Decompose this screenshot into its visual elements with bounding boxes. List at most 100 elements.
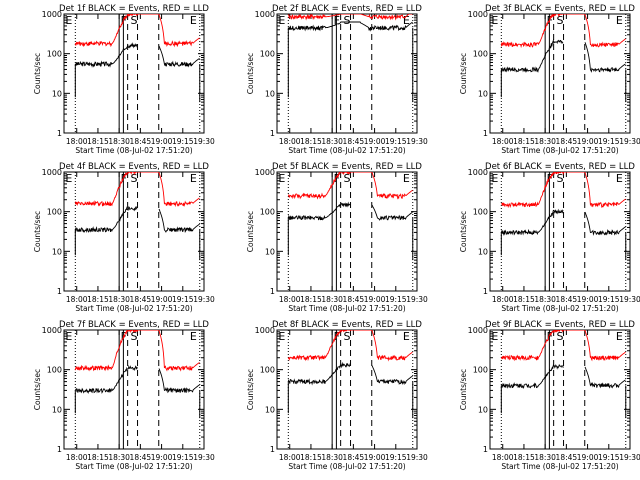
x-tick-label: 19:00 [151,137,173,146]
event-marker: E [190,14,197,27]
plot-frame [489,171,631,292]
panel-6: Det 6f BLACK = Events, RED = LLD 1 10 100 10… [459,162,640,313]
x-tick-label: 18:15 [87,137,109,146]
lld-series-line [74,14,200,48]
y-tick-label: 1 [483,445,488,454]
panel-title: Det 5f BLACK = Events, RED = LLD [272,162,422,172]
event-marker: E [491,330,498,343]
event-marker: S [343,172,350,185]
panel-title: Det 9f BLACK = Events, RED = LLD [485,320,635,330]
event-marker: F [334,14,340,27]
event-marker: E [491,172,498,185]
x-tick-label: 18:45 [556,453,578,462]
panel-8: Det 8f BLACK = Events, RED = LLD 1 10 100 10… [246,320,428,471]
x-tick-label: 18:00 [492,137,514,146]
x-tick-label: 19:15 [172,137,194,146]
x-tick-label: 19:30 [619,295,640,304]
event-marker: S [556,330,563,343]
x-axis-label: Start Time (08-Jul-02 17:51:20) [288,304,405,313]
x-tick-label: 18:00 [66,295,88,304]
x-tick-label: 18:45 [130,137,152,146]
event-marker: F [334,172,340,185]
events-series-line [74,206,200,233]
lld-series-line [500,14,626,49]
x-tick-label: 19:30 [619,453,640,462]
x-tick-label: 19:00 [577,295,599,304]
plot-frame [276,171,418,292]
event-marker: E [278,330,285,343]
panel-7: Det 7f BLACK = Events, RED = LLD 1 10 100 10… [33,320,215,471]
x-tick-label: 19:00 [364,453,386,462]
y-tick-label: 100 [260,366,275,375]
events-series-line [75,364,200,395]
x-tick-label: 18:00 [279,295,301,304]
y-tick-label: 1 [57,287,62,296]
panel-title: Det 1f BLACK = Events, RED = LLD [59,4,209,14]
x-tick-label: 18:30 [108,453,130,462]
x-tick-label: 18:45 [343,137,365,146]
x-tick-label: 18:00 [279,453,301,462]
x-tick-label: 19:00 [151,453,173,462]
lld-series-line [74,172,200,208]
x-tick-label: 18:15 [513,295,535,304]
y-axis-label: Counts/sec [33,369,42,410]
x-tick-label: 19:00 [364,295,386,304]
x-tick-label: 18:15 [87,453,109,462]
x-tick-label: 19:00 [577,137,599,146]
y-axis-label: Counts/sec [459,369,468,410]
event-marker: E [65,330,72,343]
x-tick-label: 19:15 [385,295,407,304]
panel-title: Det 4f BLACK = Events, RED = LLD [59,162,209,172]
events-series-line [74,42,200,68]
x-tick-label: 18:45 [343,295,365,304]
panel-title: Det 8f BLACK = Events, RED = LLD [272,320,422,330]
y-tick-label: 1 [270,129,275,138]
y-axis-label: Counts/sec [246,53,255,94]
x-axis-label: Start Time (08-Jul-02 17:51:20) [75,462,192,471]
event-marker: S [343,14,350,27]
x-tick-label: 18:00 [279,137,301,146]
event-marker: F [547,330,553,343]
x-tick-label: 19:30 [406,453,428,462]
x-axis-label: Start Time (08-Jul-02 17:51:20) [288,146,405,155]
x-tick-label: 19:15 [385,453,407,462]
x-tick-label: 18:30 [534,295,556,304]
x-tick-label: 18:15 [300,453,322,462]
y-tick-label: 10 [478,405,488,414]
event-marker: S [556,172,563,185]
y-tick-label: 1000 [255,326,275,335]
event-marker: S [130,172,137,185]
y-tick-label: 1 [270,445,275,454]
events-series-line [287,361,413,386]
x-tick-label: 18:30 [321,137,343,146]
event-marker: E [616,172,623,185]
events-series-line [287,201,413,221]
y-tick-label: 100 [47,50,62,59]
x-tick-label: 18:15 [87,295,109,304]
y-tick-label: 1 [483,287,488,296]
lld-series-line [500,330,626,362]
event-marker: E [403,330,410,343]
lld-series-line [287,14,413,21]
lld-series-line [287,330,413,362]
event-marker: S [343,330,350,343]
x-tick-label: 19:15 [598,453,620,462]
x-tick-label: 18:30 [321,295,343,304]
panel-1: Det 1f BLACK = Events, RED = LLD 1 10 100 10… [33,4,215,155]
y-tick-label: 100 [260,50,275,59]
y-axis-label: Counts/sec [246,211,255,252]
x-tick-label: 18:15 [300,137,322,146]
x-tick-label: 18:30 [534,453,556,462]
x-tick-label: 18:15 [300,295,322,304]
y-tick-label: 10 [478,247,488,256]
x-axis-label: Start Time (08-Jul-02 17:51:20) [75,146,192,155]
y-tick-label: 1000 [468,326,488,335]
x-tick-label: 19:30 [406,295,428,304]
x-tick-label: 19:15 [598,295,620,304]
events-series-line [500,363,626,390]
x-tick-label: 18:45 [343,453,365,462]
y-axis-label: Counts/sec [246,369,255,410]
y-tick-label: 10 [265,405,275,414]
event-marker: E [403,172,410,185]
